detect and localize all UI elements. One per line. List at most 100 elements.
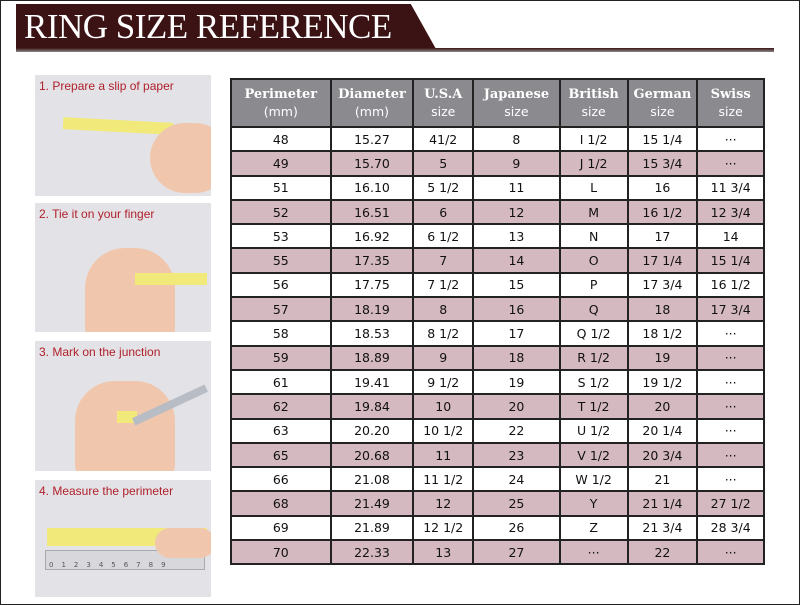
table-row: 59 18.89 9 18 R 1/2 19 ··· [230,344,765,371]
table-cell: 17 [472,320,561,347]
table-cell: 66 [230,466,332,493]
table-row: 49 15.70 5 9 J 1/2 15 3/4 ··· [230,150,765,177]
table-cell: 17 3/4 [626,271,699,299]
paper-strip-image [62,117,174,135]
table-cell: 18.53 [329,320,415,347]
table-cell: 15.27 [329,125,415,153]
page-title: RING SIZE REFERENCE [24,7,392,46]
table-cell: 18.19 [329,296,415,323]
table-cell: 8 [472,125,561,153]
table-cell: 6 [412,198,475,226]
table-cell: Q [558,296,629,323]
table-cell: ··· [696,393,765,420]
title-banner [16,4,436,49]
column-header-unit: size [431,104,456,119]
table-cell: 13 [472,223,561,250]
table-cell: 6 1/2 [412,223,475,250]
table-cell: 8 1/2 [412,320,475,347]
table-cell: 62 [230,393,332,420]
step-1-label: 1. Prepare a slip of paper [39,79,174,93]
table-cell: 27 1/2 [696,490,765,517]
step-3-label: 3. Mark on the junction [39,345,161,359]
table-cell: 15 [472,271,561,299]
column-header: Japanese size [472,78,561,128]
table-cell: 12 [472,198,561,226]
table-cell: 27 [472,539,561,566]
table-cell: 12 1/2 [412,514,475,542]
table-cell: 22 [626,539,699,566]
table-cell: 24 [472,466,561,493]
table-row: 69 21.89 12 1/2 26 Z 21 3/4 28 3/4 [230,514,765,542]
column-header: British size [558,78,629,128]
table-cell: R 1/2 [558,344,629,371]
table-cell: 10 [412,393,475,420]
table-cell: 21.89 [329,514,415,542]
table-cell: 18 1/2 [626,320,699,347]
column-header: German size [626,78,699,128]
table-cell: ··· [696,125,765,153]
table-cell: O [558,247,629,274]
table-cell: 17.35 [329,247,415,274]
table-cell: 20.20 [329,417,415,444]
table-cell: ··· [696,441,765,469]
table-cell: J 1/2 [558,150,629,177]
hand-image [155,528,211,558]
table-cell: 19 [472,368,561,396]
table-cell: 11 3/4 [696,174,765,201]
table-cell: 15 1/4 [696,247,765,274]
table-cell: W 1/2 [558,466,629,493]
table-row: 56 17.75 7 1/2 15 P 17 3/4 16 1/2 [230,271,765,299]
table-cell: ··· [696,417,765,444]
table-cell: 20 1/4 [626,417,699,444]
table-cell: 16.51 [329,198,415,226]
table-cell: 17.75 [329,271,415,299]
table-cell: 28 3/4 [696,514,765,542]
table-cell: 7 [412,247,475,274]
table-cell: 9 [412,344,475,371]
table-cell: 17 1/4 [626,247,699,274]
table-row: 57 18.19 8 16 Q 18 17 3/4 [230,296,765,323]
table-cell: Q 1/2 [558,320,629,347]
table-cell: 16 [472,296,561,323]
column-header: Perimeter (mm) [230,78,332,128]
table-cell: V 1/2 [558,441,629,469]
column-header: U.S.A size [412,78,475,128]
table-cell: 51 [230,174,332,201]
table-cell: 16.92 [329,223,415,250]
step-3-panel: 3. Mark on the junction [35,341,211,471]
table-cell: 5 1/2 [412,174,475,201]
table-cell: 16 [626,174,699,201]
table-cell: 15 1/4 [626,125,699,153]
title-underline [16,48,774,52]
table-cell: 16 1/2 [626,198,699,226]
table-cell: 69 [230,514,332,542]
table-cell: 23 [472,441,561,469]
table-cell: ··· [696,320,765,347]
table-cell: 70 [230,539,332,566]
table-cell: 11 [412,441,475,469]
table-cell: 19.84 [329,393,415,420]
table-cell: 15 3/4 [626,150,699,177]
step-1-panel: 1. Prepare a slip of paper [35,75,211,196]
table-row: 63 20.20 10 1/2 22 U 1/2 20 1/4 ··· [230,417,765,444]
table-cell: 19 [626,344,699,371]
table-cell: 21.49 [329,490,415,517]
table-cell: 61 [230,368,332,396]
column-header-title: Japanese [483,87,550,102]
table-cell: ··· [696,344,765,371]
table-cell: 9 1/2 [412,368,475,396]
table-cell: S 1/2 [558,368,629,396]
table-cell: 11 [472,174,561,201]
table-cell: ··· [696,150,765,177]
table-cell: 12 3/4 [696,198,765,226]
table-cell: 17 3/4 [696,296,765,323]
table-cell: ··· [558,539,629,566]
table-cell: 20.68 [329,441,415,469]
table-cell: 55 [230,247,332,274]
step-4-label: 4. Measure the perimeter [39,484,174,498]
table-cell: 15.70 [329,150,415,177]
hand-image [150,123,211,193]
column-header-unit: size [504,104,529,119]
column-header-title: German [633,87,692,102]
table-cell: 19.41 [329,368,415,396]
